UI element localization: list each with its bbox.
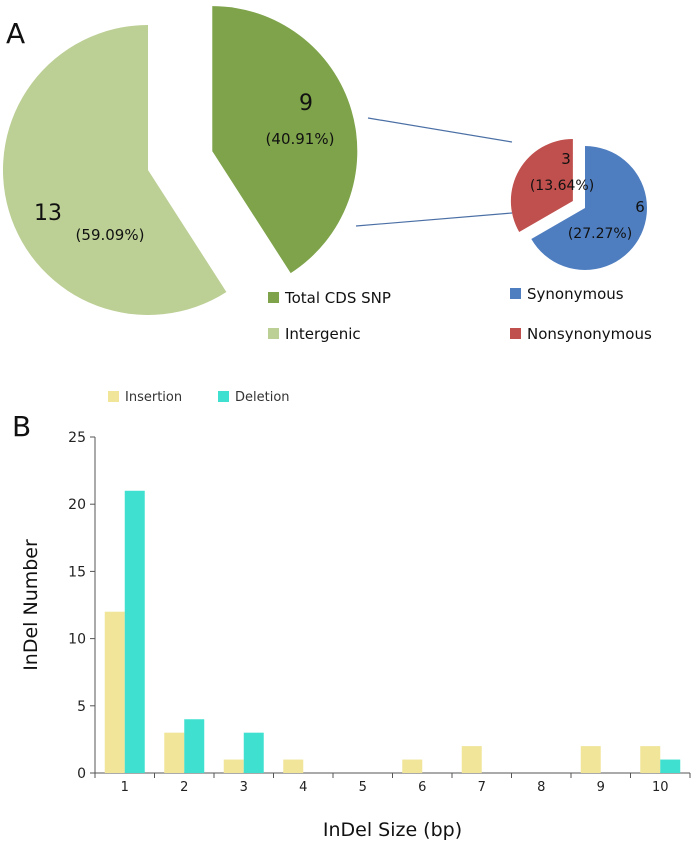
x-tick-label: 6 <box>418 780 426 795</box>
legend-swatch-nonsynonymous <box>510 328 521 339</box>
pie-legend: Total CDS SNP Intergenic Synonymous Nonsyno… <box>268 285 652 343</box>
panel-a-label: A <box>6 17 25 50</box>
legend-label-insertion: Insertion <box>125 390 182 405</box>
x-axis-title: InDel Size (bp) <box>323 819 462 841</box>
breakdown-connector-lines <box>355 117 513 227</box>
legend-label-deletion: Deletion <box>235 390 290 405</box>
x-tick-label: 5 <box>359 780 367 795</box>
bar-insertion <box>640 746 661 773</box>
pie-slice-percent-label: (59.09%) <box>76 226 145 244</box>
x-tick-label: 2 <box>180 780 188 795</box>
connector-line <box>367 117 513 143</box>
bar-insertion <box>283 759 304 773</box>
bar-deletion <box>660 759 681 773</box>
y-tick-label: 10 <box>68 632 86 648</box>
pie-slice-percent-label: (13.64%) <box>530 178 594 194</box>
breakdown-pie-chart: 6(27.27%) 3 (13.64%) <box>510 139 648 270</box>
y-tick-label: 5 <box>77 699 86 715</box>
bar-deletion <box>243 732 264 773</box>
legend-label-total-cds-snp: Total CDS SNP <box>284 289 391 307</box>
legend-label-nonsynonymous: Nonsynonymous <box>527 325 652 343</box>
bar-insertion <box>223 759 244 773</box>
y-axis-title: InDel Number <box>20 539 42 671</box>
pie-slice-value-label: 13 <box>34 201 62 226</box>
legend-swatch-deletion <box>218 391 229 402</box>
legend-label-synonymous: Synonymous <box>527 285 624 303</box>
pie-slice-percent-label: (40.91%) <box>266 130 335 148</box>
legend-swatch-insertion <box>108 391 119 402</box>
x-tick-label: 3 <box>240 780 248 795</box>
bar-deletion <box>124 490 145 773</box>
legend-label-intergenic: Intergenic <box>285 325 361 343</box>
pie-slice-value-label: 6 <box>635 198 645 216</box>
pie-slice-nonsynonymous <box>510 139 573 232</box>
pie-slice-synonymous <box>531 146 648 270</box>
pie-slice-value-label: 9 <box>299 91 313 116</box>
y-tick-label: 25 <box>68 430 86 446</box>
main-pie-chart: 9 (40.91%) 13 (59.09%) <box>2 6 358 315</box>
y-tick-label: 0 <box>77 766 86 782</box>
x-tick-label: 1 <box>121 780 129 795</box>
x-tick-label: 7 <box>478 780 486 795</box>
bar-insertion <box>104 611 125 773</box>
legend-swatch-intergenic <box>268 328 279 339</box>
pie-slice-percent-label: (27.27%) <box>568 226 632 242</box>
bar-deletion <box>184 719 205 773</box>
legend-swatch-synonymous <box>510 288 521 299</box>
x-tick-label: 9 <box>597 780 605 795</box>
x-tick-label: 8 <box>537 780 545 795</box>
y-tick-label: 20 <box>68 497 86 513</box>
legend-swatch-total-cds-snp <box>268 292 279 303</box>
bar-insertion <box>580 746 601 773</box>
connector-line <box>355 212 513 227</box>
bar-insertion <box>402 759 423 773</box>
pie-slice-intergenic <box>2 25 227 315</box>
bar-legend: Insertion Deletion <box>108 390 290 405</box>
pie-slice-total-cds-snp <box>212 6 358 274</box>
y-tick-label: 15 <box>68 564 86 580</box>
pie-slice-value-label: 3 <box>561 150 571 168</box>
bar-insertion <box>164 732 185 773</box>
x-tick-label: 4 <box>299 780 307 795</box>
indel-bar-chart: 0 5 10 15 20 25 1 2 3 4 5 6 7 8 9 10 InDel Size (bp) InDe… <box>20 430 691 841</box>
bar-insertion <box>461 746 482 773</box>
x-tick-label: 10 <box>652 780 669 795</box>
panel-b-label: B <box>12 410 31 443</box>
